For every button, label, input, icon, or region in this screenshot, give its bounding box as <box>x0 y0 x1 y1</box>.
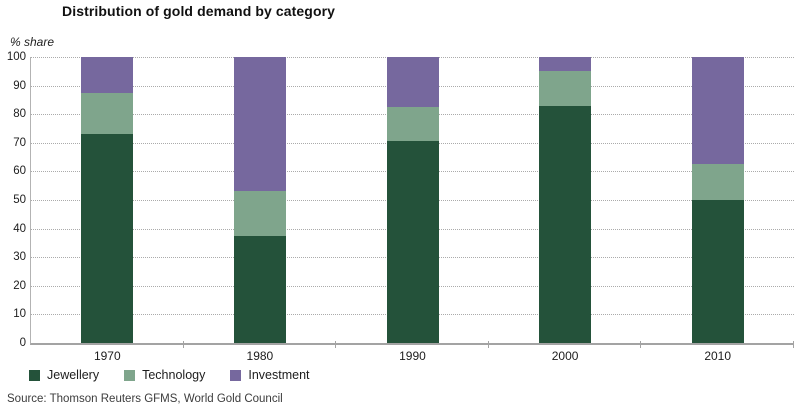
x-axis-tick <box>182 341 184 348</box>
legend-item-technology: Technology <box>124 368 205 382</box>
bar-segment-investment-2010 <box>691 57 744 165</box>
legend-swatch-icon <box>29 369 40 381</box>
y-tick-label: 20 <box>13 279 26 292</box>
y-tick-label: 80 <box>13 108 26 121</box>
x-tick-label: 1970 <box>93 349 121 363</box>
bar-segment-jewellery-2000 <box>539 105 592 343</box>
bar-segment-technology-1970 <box>81 92 134 135</box>
x-tick-label: 2000 <box>551 349 579 363</box>
bar-segment-investment-1990 <box>386 57 439 108</box>
bar-segment-jewellery-1980 <box>233 235 286 343</box>
x-axis-tick <box>487 341 489 348</box>
source-note: Source: Thomson Reuters GFMS, World Gold… <box>7 393 283 405</box>
bar-segment-technology-2000 <box>539 71 592 106</box>
y-tick-label: 60 <box>13 165 26 178</box>
x-axis-tick <box>793 341 794 348</box>
bar-stack <box>386 57 439 343</box>
legend-label: Jewellery <box>47 368 100 382</box>
bar-stack <box>81 57 134 343</box>
bar-segment-investment-1980 <box>233 57 286 192</box>
legend-item-investment: Investment <box>230 368 310 382</box>
bar-stack <box>233 57 286 343</box>
y-tick-label: 100 <box>6 51 26 63</box>
y-tick-label: 90 <box>13 79 26 92</box>
x-tick-label: 2010 <box>704 349 732 363</box>
legend-swatch-icon <box>124 369 136 381</box>
plot-area: 0 10 20 30 40 50 60 70 80 90 100 1970 1980 1990 2000 20… <box>7 51 794 363</box>
y-tick-label: 40 <box>13 222 26 235</box>
y-tick-label: 0 <box>19 337 26 349</box>
bar-segment-technology-1990 <box>386 107 439 142</box>
bar-stack <box>691 57 744 343</box>
y-axis-label: % share <box>10 35 55 49</box>
y-tick-label: 10 <box>13 308 26 321</box>
y-tick-label: 50 <box>13 194 26 206</box>
legend-label: Technology <box>142 368 206 382</box>
chart-title: Distribution of gold demand by category <box>62 3 336 19</box>
bar-segment-technology-2010 <box>691 164 744 200</box>
y-tick-label: 70 <box>13 136 26 149</box>
legend: Jewellery Technology Investment <box>29 368 335 382</box>
bar-stack <box>539 57 592 343</box>
x-tick-label: 1990 <box>399 349 426 363</box>
y-tick-label: 30 <box>13 251 26 264</box>
bar-segment-jewellery-1970 <box>81 134 134 343</box>
bar-segment-investment-1970 <box>81 57 134 93</box>
legend-swatch-icon <box>230 369 242 381</box>
bar-segment-investment-2000 <box>539 57 592 72</box>
bar-segment-jewellery-2010 <box>691 200 744 343</box>
x-axis-tick <box>640 341 642 348</box>
bar-segment-jewellery-1990 <box>386 141 439 343</box>
legend-item-jewellery: Jewellery <box>29 368 99 382</box>
x-tick-label: 1980 <box>246 349 274 363</box>
legend-label: Investment <box>248 368 310 382</box>
x-axis-tick <box>335 341 337 348</box>
bar-segment-technology-1980 <box>233 191 286 236</box>
